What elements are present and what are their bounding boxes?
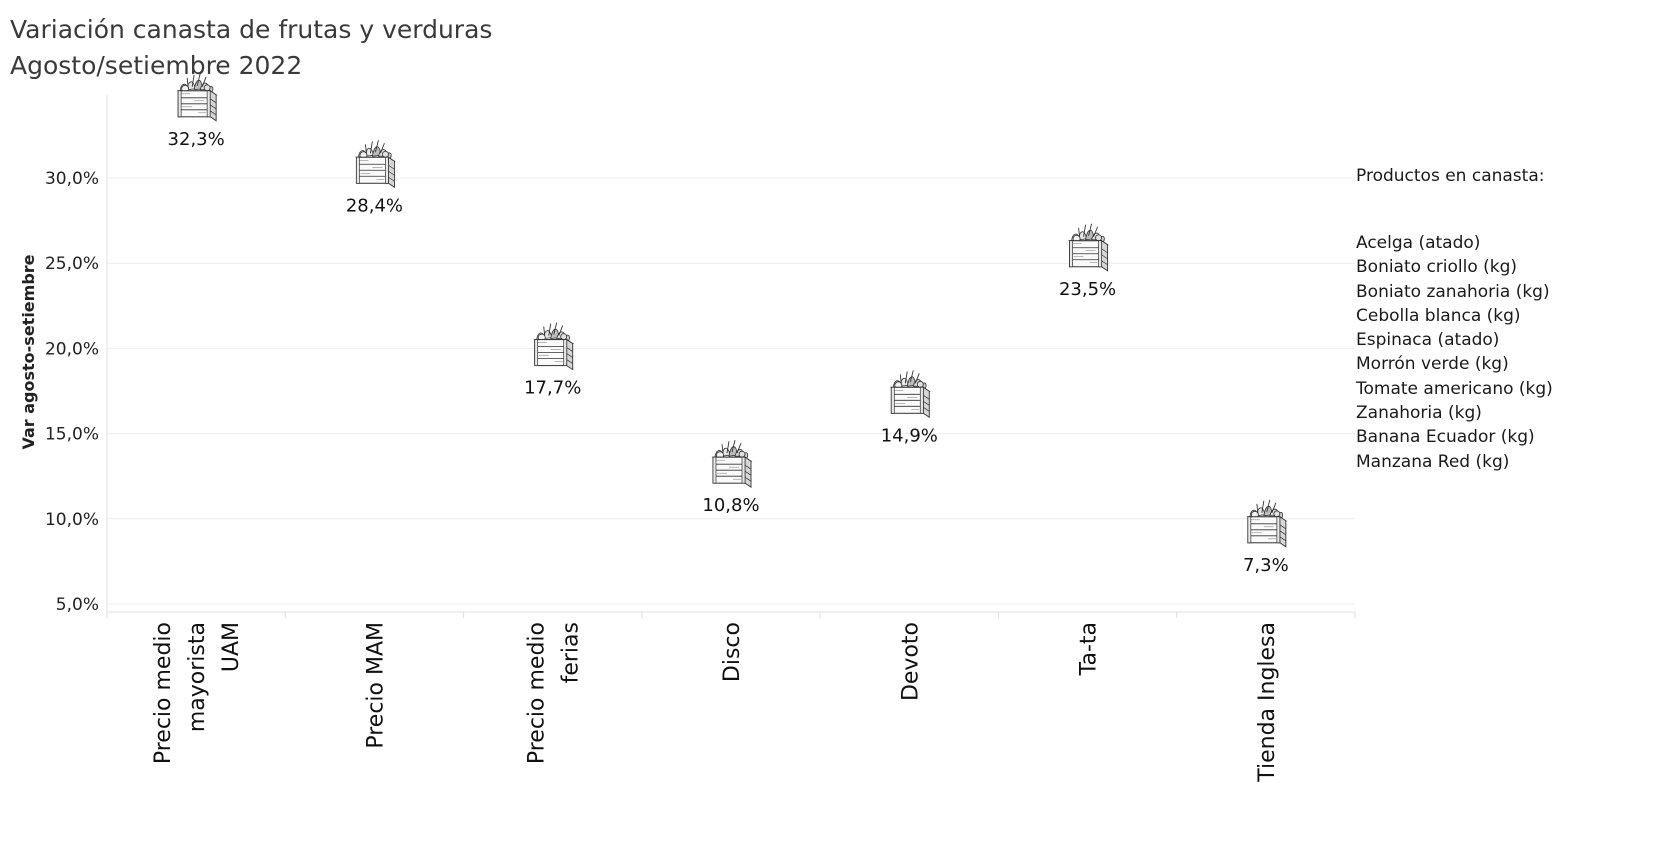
y-tick-label: 30,0% (45, 169, 99, 189)
x-category-label: Precio medio (525, 622, 550, 764)
products-panel: Productos en canasta: Acelga (atado) Boni… (1356, 163, 1553, 474)
data-label: 32,3% (168, 129, 225, 150)
data-label: 17,7% (524, 378, 581, 399)
x-category-label: UAM (219, 622, 244, 672)
data-points: 32,3% 28,4% 17,7% 10,8% 14,9% 23,5% 7,3% (168, 73, 1289, 576)
product-item: Cebolla blanca (kg) (1356, 305, 1521, 326)
axes (106, 95, 1356, 618)
data-point-crate-icon (1247, 499, 1287, 548)
data-label: 10,8% (702, 495, 759, 516)
gridlines (107, 177, 1355, 605)
y-axis-ticks: 5,0% 10,0% 15,0% 20,0% 25,0% 30,0% (45, 169, 99, 615)
data-point-crate-icon (1069, 223, 1109, 272)
x-category-label: Ta-ta (1077, 622, 1102, 676)
x-category-label: Precio medio (151, 622, 176, 764)
products-heading: Productos en canasta: (1356, 166, 1545, 186)
products-list: Acelga (atado) Boniato criollo (kg) Boniat… (1356, 231, 1553, 474)
x-category-label: Tienda Inglesa (1255, 622, 1280, 783)
product-item: Tomate americano (kg) (1356, 378, 1553, 399)
product-item: Manzana Red (kg) (1356, 451, 1510, 472)
y-tick-label: 5,0% (56, 595, 99, 615)
data-label: 7,3% (1243, 555, 1289, 576)
y-tick-label: 10,0% (45, 510, 99, 530)
data-point-crate-icon (355, 139, 395, 188)
y-axis-title: Var agosto-setiembre (19, 254, 38, 449)
data-label: 23,5% (1059, 279, 1116, 300)
product-item: Zanahoria (kg) (1356, 403, 1482, 424)
data-point-crate-icon (177, 73, 217, 122)
data-point-crate-icon (890, 369, 930, 418)
x-category-label: Precio MAM (363, 622, 388, 749)
chart-title-line-2: Agosto/setiembre 2022 (10, 51, 303, 80)
chart-title: Variación canasta de frutas y verduras A… (10, 12, 492, 84)
x-axis-category-labels: Precio medio mayorista UAM Precio MAM Precio… (151, 622, 1280, 783)
product-item: Banana Ecuador (kg) (1356, 427, 1535, 448)
chart-title-line-1: Variación canasta de frutas y verduras (10, 15, 493, 44)
scatter-chart: 5,0% 10,0% 15,0% 20,0% 25,0% 30,0% Precio med… (19, 73, 1356, 783)
product-item: Boniato criollo (kg) (1356, 257, 1518, 278)
product-item: Acelga (atado) (1356, 233, 1481, 253)
product-item: Espinaca (atado) (1356, 330, 1500, 351)
x-category-label: ferias (559, 622, 584, 683)
y-tick-label: 20,0% (45, 339, 99, 359)
x-category-label: Devoto (898, 622, 923, 701)
data-point-crate-icon (712, 439, 752, 488)
product-item: Boniato zanahoria (kg) (1356, 281, 1550, 302)
product-item: Morrón verde (kg) (1356, 354, 1509, 375)
data-label: 28,4% (346, 195, 403, 216)
x-category-label: mayorista (185, 622, 210, 732)
x-category-label: Disco (720, 622, 745, 682)
y-tick-label: 25,0% (45, 254, 99, 274)
data-point-crate-icon (534, 322, 574, 371)
y-tick-label: 15,0% (45, 425, 99, 445)
data-label: 14,9% (881, 425, 938, 446)
